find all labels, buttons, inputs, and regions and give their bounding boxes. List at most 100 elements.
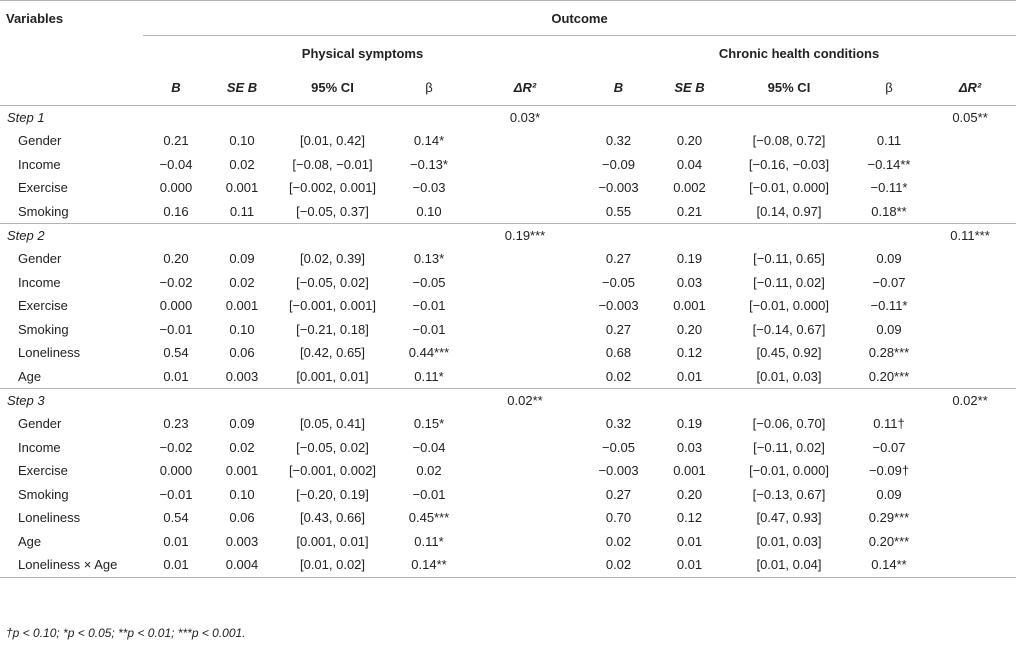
chronic-beta: 0.09 (876, 486, 902, 502)
variable-name: Income (18, 156, 61, 172)
step-label: Step 1 (7, 110, 45, 125)
chronic-beta: 0.20*** (854, 364, 924, 389)
physical-b: −0.02 (159, 274, 193, 290)
variable-name: Smoking (18, 321, 69, 337)
chronic-beta: 0.11 (876, 133, 902, 149)
physical-beta: 0.15* (413, 416, 445, 432)
chronic-beta: 0.14** (854, 553, 924, 578)
delta-r2-physical: 0.19*** (504, 228, 546, 243)
table-row: Gender 0.20 0.09 [0.02, 0.39] 0.13* 0.27 0.19 [… (0, 247, 1016, 271)
physical-b: 0.54 (163, 345, 189, 361)
physical-se-b: 0.004 (209, 553, 275, 578)
physical-se-b: 0.09 (229, 251, 255, 267)
col-header-chronic-beta: β (885, 80, 893, 95)
table-row: Exercise 0.000 0.001 [−0.002, 0.001] −0.03 −0… (0, 176, 1016, 200)
chronic-ci: [−0.14, 0.67] (752, 321, 826, 337)
physical-se-b: 0.11 (209, 199, 275, 224)
chronic-ci: [0.47, 0.93] (756, 510, 822, 526)
physical-se-b: 0.10 (229, 133, 255, 149)
physical-ci: [−0.001, 0.002] (288, 463, 377, 479)
physical-ci: [0.42, 0.65] (299, 345, 366, 361)
variable-name: Smoking (0, 199, 143, 224)
col-header-chronic-delta-r2: ΔR² (958, 80, 982, 95)
physical-b: −0.01 (159, 486, 193, 502)
physical-beta: 0.44*** (408, 345, 450, 361)
physical-beta: 0.14** (390, 553, 468, 578)
physical-b: −0.02 (159, 439, 193, 455)
variable-name: Age (18, 533, 42, 549)
physical-se-b: 0.02 (229, 274, 255, 290)
variable-name: Gender (18, 416, 62, 432)
table-row: Income −0.02 0.02 [−0.05, 0.02] −0.05 −0.05 0.… (0, 271, 1016, 295)
chronic-beta: 0.18** (854, 199, 924, 224)
chronic-beta: −0.11* (870, 298, 908, 314)
table-row: Income −0.02 0.02 [−0.05, 0.02] −0.04 −0.05 0.… (0, 436, 1016, 460)
chronic-ci: [0.01, 0.03] (756, 533, 822, 549)
variable-name: Income (18, 439, 61, 455)
chronic-beta: 0.11† (873, 416, 905, 432)
chronic-ci: [−0.01, 0.000] (749, 180, 829, 196)
chronic-b: −0.003 (598, 463, 639, 479)
table-row: Age 0.01 0.003 [0.001, 0.01] 0.11* 0.02 0.01 [0… (0, 530, 1016, 554)
physical-beta: 0.14* (413, 133, 445, 149)
variable-name: Gender (18, 251, 62, 267)
col-header-phys-delta-r2: ΔR² (513, 80, 537, 95)
table-row: Smoking −0.01 0.10 [−0.20, 0.19] −0.01 0.27 0.… (0, 483, 1016, 507)
chronic-beta: 0.28*** (868, 345, 910, 361)
physical-ci: [−0.002, 0.001] (288, 180, 377, 196)
physical-b: −0.04 (159, 156, 193, 172)
table-row: Loneliness × Age 0.01 0.004 [0.01, 0.02] 0.1… (0, 553, 1016, 578)
col-header-phys-se-b: SE B (226, 80, 258, 95)
col-header-chronic-se-b: SE B (674, 80, 705, 95)
table-row: Smoking 0.16 0.11 [−0.05, 0.37] 0.10 0.55 0.21… (0, 199, 1016, 224)
footnote: †p < 0.10; *p < 0.05; **p < 0.01; ***p <… (6, 626, 246, 640)
delta-r2-chronic: 0.05** (952, 110, 988, 125)
chronic-b: 0.27 (605, 486, 632, 502)
physical-beta: −0.01 (412, 321, 446, 337)
table-row: Age 0.01 0.003 [0.001, 0.01] 0.11* 0.02 0.01 [0… (0, 364, 1016, 389)
physical-ci: [0.05, 0.41] (299, 416, 366, 432)
chronic-beta: 0.29*** (868, 510, 910, 526)
physical-b: 0.000 (159, 463, 193, 479)
physical-ci: [−0.20, 0.19] (296, 486, 369, 502)
variable-name: Loneliness (18, 510, 81, 526)
physical-ci: [−0.05, 0.37] (275, 199, 390, 224)
chronic-se-b: 0.03 (676, 439, 703, 455)
table-row: Gender 0.23 0.09 [0.05, 0.41] 0.15* 0.32 0.19 [… (0, 412, 1016, 436)
chronic-beta: −0.07 (872, 274, 906, 290)
physical-beta: 0.13* (413, 251, 445, 267)
physical-b: 0.01 (143, 553, 209, 578)
physical-ci: [0.01, 0.42] (299, 133, 366, 149)
chronic-b: 0.02 (582, 553, 655, 578)
chronic-b: −0.003 (598, 298, 639, 314)
chronic-ci: [−0.01, 0.000] (749, 463, 829, 479)
physical-ci: [0.001, 0.01] (296, 533, 369, 549)
physical-b: 0.000 (159, 298, 193, 314)
physical-b: 0.01 (143, 364, 209, 389)
chronic-se-b: 0.21 (655, 199, 724, 224)
chronic-ci: [−0.11, 0.02] (753, 439, 825, 455)
physical-ci: [−0.08, −0.01] (292, 156, 373, 172)
chronic-b: 0.55 (582, 199, 655, 224)
chronic-ci: [−0.06, 0.70] (752, 416, 826, 432)
chronic-beta: −0.09† (868, 463, 910, 479)
table-row: Gender 0.21 0.10 [0.01, 0.42] 0.14* 0.32 0.20 [… (0, 129, 1016, 153)
physical-beta: −0.04 (412, 439, 446, 455)
physical-se-b: 0.003 (209, 364, 275, 389)
variable-name: Loneliness × Age (0, 553, 143, 578)
physical-se-b: 0.10 (229, 486, 255, 502)
variables-header: Variables (6, 10, 64, 26)
physical-se-b: 0.001 (225, 180, 259, 196)
delta-r2-physical: 0.03* (509, 110, 541, 125)
table-row: Exercise 0.000 0.001 [−0.001, 0.002] 0.02 −0.… (0, 459, 1016, 483)
delta-r2-physical: 0.02** (507, 393, 543, 408)
chronic-b: 0.32 (605, 133, 632, 149)
physical-beta: 0.10 (390, 199, 468, 224)
physical-se-b: 0.10 (229, 321, 255, 337)
chronic-beta: −0.11* (870, 180, 908, 196)
chronic-se-b: 0.001 (673, 463, 706, 479)
col-header-phys-ci: 95% CI (311, 80, 354, 95)
step-row: Step 1 0.03* 0.05** (0, 106, 1016, 130)
chronic-se-b: 0.01 (655, 553, 724, 578)
